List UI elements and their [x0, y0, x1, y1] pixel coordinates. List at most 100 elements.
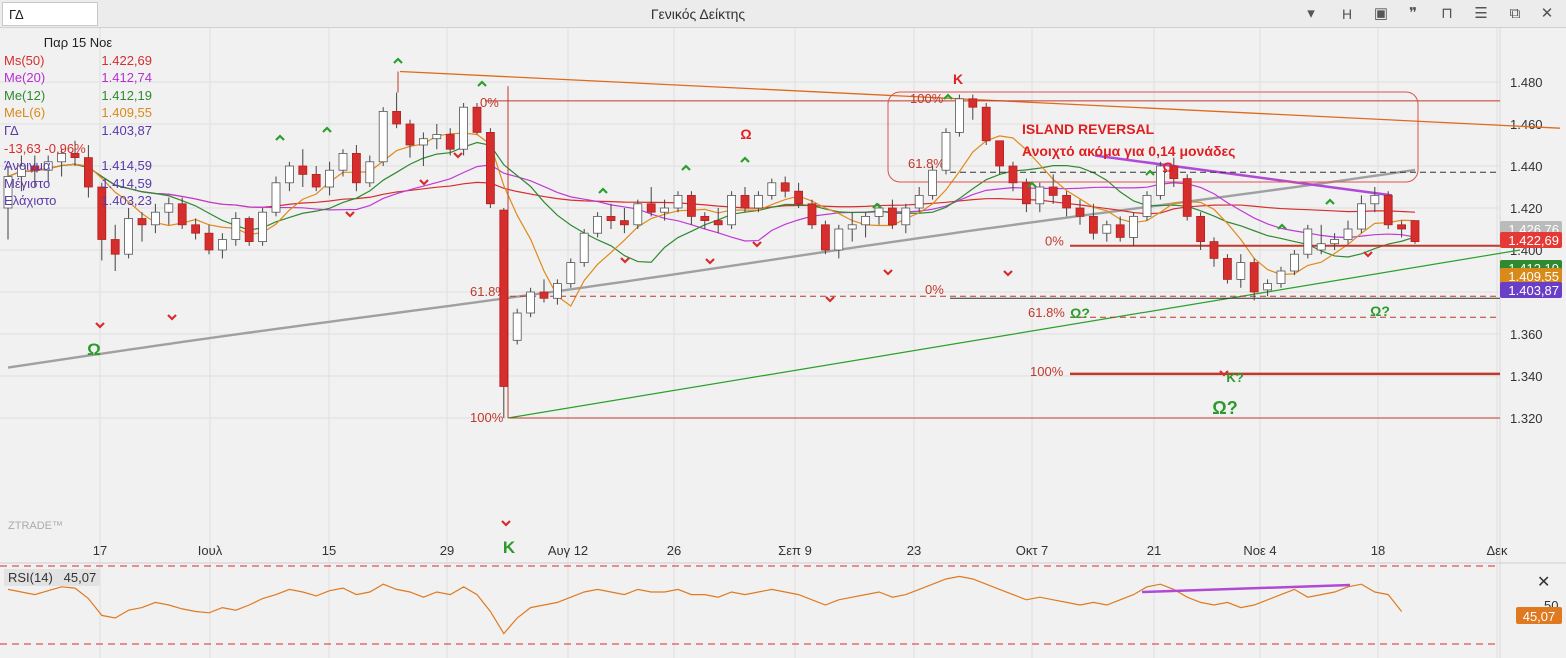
support-trendline — [507, 249, 1521, 419]
chevron-down-icon[interactable]: ▾ — [1307, 5, 1315, 22]
candle-body — [378, 111, 388, 163]
chart-area[interactable]: 17 Ιουλ 15 29 Αυγ 12 26 Σεπ 9 23 Οκτ 7 21 Νοε 4 18 Δ… — [0, 28, 1566, 658]
candle-body — [217, 239, 227, 251]
tooltip-label: Me(12) — [4, 87, 46, 103]
candle-body — [727, 194, 736, 226]
x-tick-label: Ιουλ — [198, 543, 223, 558]
candle-body — [231, 218, 241, 240]
candle-body — [1022, 182, 1031, 205]
candle-body — [914, 194, 924, 209]
candle-body — [673, 194, 683, 209]
tooltip-row: Ελάχιστο 1.403,23 — [4, 192, 152, 210]
rsi-value-label: 45,07 — [1523, 609, 1556, 624]
rsi-legend: RSI(14) 45,07 — [4, 569, 101, 586]
candle-body — [244, 218, 254, 243]
fractal-down-icon — [883, 269, 893, 276]
y-tick-label: 1.420 — [1510, 201, 1543, 216]
ohlc-tooltip: Παρ 15 Νοε Ms(50) 1.422,69 Me(20) 1.412,74 M… — [4, 34, 152, 210]
candle-body — [1223, 257, 1232, 280]
candle-body — [1290, 253, 1299, 272]
candle-body — [1102, 224, 1112, 234]
candle-body — [981, 106, 991, 142]
close-icon[interactable]: ✕ — [1537, 574, 1551, 591]
candle-body — [485, 132, 495, 205]
candle-body — [834, 228, 844, 251]
candle-body — [901, 207, 911, 226]
fractal-down-icon — [752, 241, 762, 248]
candle-body — [1249, 262, 1259, 293]
candle-body — [807, 203, 817, 226]
candle-body — [995, 140, 1004, 167]
fractal-down-icon — [95, 322, 105, 329]
x-tick-label: Δεκ — [1487, 543, 1508, 558]
candle-body — [1303, 228, 1313, 255]
candle-body — [1182, 178, 1192, 217]
island-reversal-box — [887, 91, 1419, 183]
tooltip-label: MeL(6) — [4, 105, 46, 121]
tooltip-row: Μέγιστο 1.414,59 — [4, 175, 152, 193]
x-tick-label: Οκτ 7 — [1016, 543, 1049, 558]
fractal-up-icon — [275, 134, 285, 141]
window-icon[interactable]: ⧉ — [1509, 5, 1521, 22]
h-button[interactable]: H — [1341, 6, 1353, 22]
candle-body — [418, 138, 428, 146]
fib-label: 100% — [910, 91, 944, 106]
candle-body — [405, 123, 415, 146]
candle-body — [70, 153, 80, 159]
fractal-down-icon — [825, 296, 835, 303]
fractal-up-icon — [681, 164, 691, 171]
quote-icon[interactable]: ❞ — [1408, 5, 1418, 22]
candle-body — [1316, 243, 1326, 251]
resistance-trendline — [399, 70, 1561, 129]
candle-body — [821, 224, 830, 251]
candle-body — [566, 262, 576, 285]
y-tick-label: 1.320 — [1510, 411, 1543, 426]
close-icon[interactable]: ✕ — [1540, 5, 1554, 22]
fractal-down-icon — [453, 152, 463, 159]
chart-svg: 17 Ιουλ 15 29 Αυγ 12 26 Σεπ 9 23 Οκτ 7 21 Νοε 4 18 Δ… — [0, 28, 1566, 658]
candle-body — [204, 232, 214, 251]
candle-body — [1263, 283, 1272, 291]
candle-body — [392, 111, 402, 125]
candle-body — [526, 291, 535, 314]
fractal-down-icon — [345, 211, 355, 218]
candle-body — [1236, 262, 1246, 280]
fractal-down-icon — [1219, 370, 1229, 377]
candle-body — [16, 165, 26, 177]
fib-label: 61.8% — [470, 284, 507, 299]
fractal-down-icon — [620, 257, 630, 264]
layout-icon[interactable]: ▣ — [1373, 5, 1389, 22]
candle-body — [271, 182, 281, 213]
candle-body — [955, 98, 964, 133]
candle-body — [150, 211, 160, 226]
candle-body — [472, 106, 482, 133]
candle-body — [1370, 194, 1380, 205]
tooltip-label: Ms(50) — [4, 52, 45, 68]
price-label: 1.422,69 — [1508, 233, 1559, 248]
fib-label: 100% — [1030, 364, 1064, 379]
lock-icon[interactable]: ⊓ — [1441, 5, 1453, 22]
price-label-bg — [1500, 268, 1562, 284]
candle-body — [57, 153, 66, 163]
candle-body — [298, 165, 308, 175]
fractal-down-icon — [1003, 270, 1013, 277]
tooltip-row: MeL(6) 1.409,55 — [4, 104, 152, 122]
menu-icon[interactable]: ☰ — [1474, 5, 1488, 22]
rsi-divergence-line — [1141, 583, 1351, 594]
candle-body — [1048, 186, 1058, 196]
price-pane — [0, 28, 1500, 560]
symbol-input[interactable]: ΓΔ — [2, 2, 98, 26]
x-tick-label: 18 — [1371, 543, 1385, 558]
candle-body — [1062, 194, 1071, 209]
candle-body — [941, 132, 951, 171]
tooltip-row: Ms(50) 1.422,69 — [4, 52, 152, 70]
tooltip-value: 1.412,74 — [101, 70, 152, 86]
tooltip-value: 1.403,23 — [101, 193, 152, 209]
candle-body — [284, 165, 294, 184]
candle-body — [177, 203, 187, 226]
ma12-line — [7, 141, 1416, 263]
candle-body — [164, 203, 174, 213]
candle-body — [1383, 194, 1393, 226]
candle-body — [258, 211, 268, 242]
candle-body — [311, 173, 321, 188]
